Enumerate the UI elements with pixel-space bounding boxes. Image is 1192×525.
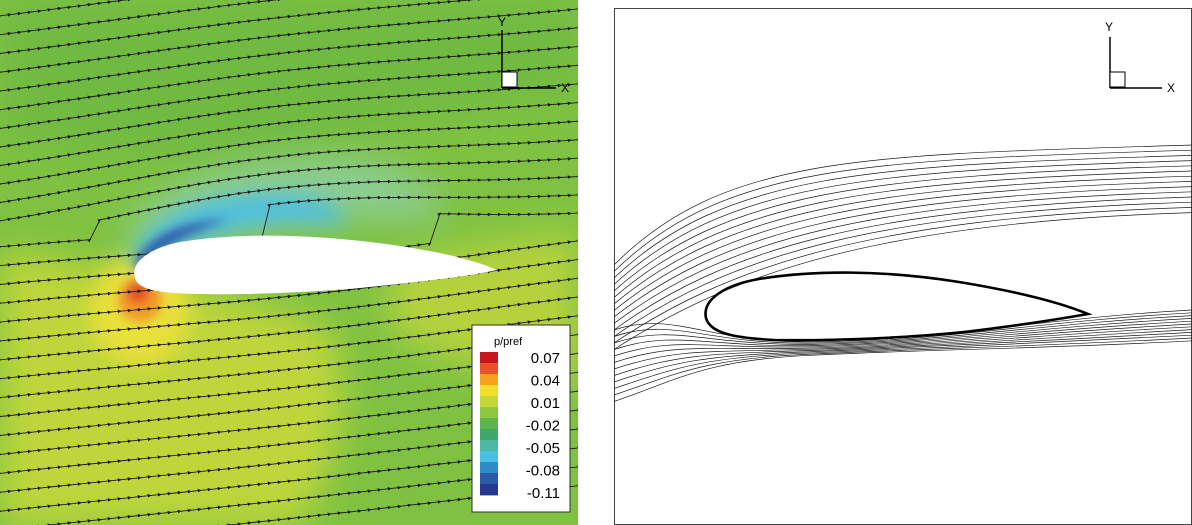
airfoil-outline <box>704 271 1093 342</box>
legend-swatch <box>480 429 498 441</box>
legend-swatch <box>480 440 498 452</box>
pressure-contour-plot: Y X p/pref 0.07 0.04 0.01 -0.02 -0.05 -0.08 -0… <box>0 0 578 525</box>
streamline-plot: Y X <box>614 0 1192 525</box>
streamline <box>614 175 1192 305</box>
plot-frame <box>614 8 1192 525</box>
legend-label: -0.11 <box>527 485 560 502</box>
streamline <box>614 337 1192 396</box>
streamline <box>614 212 1192 350</box>
streamline <box>614 207 1192 344</box>
streamline <box>614 329 1192 376</box>
legend-title: p/pref <box>494 336 523 348</box>
color-legend: p/pref 0.07 0.04 0.01 -0.02 -0.05 -0.08 -0.11 <box>471 324 571 513</box>
legend-swatch <box>480 396 498 408</box>
streamline <box>614 144 1192 266</box>
streamline <box>614 312 1192 344</box>
streamline <box>614 326 1192 370</box>
legend-labels: 0.07 0.04 0.01 -0.02 -0.05 -0.08 -0.11 <box>526 350 560 502</box>
streamline <box>614 332 1192 383</box>
legend-swatch <box>480 407 498 419</box>
legend-label: -0.05 <box>526 440 560 457</box>
legend-swatch <box>480 418 498 430</box>
legend-swatch <box>480 385 498 397</box>
streamline <box>614 201 1192 337</box>
axis-triad: Y X <box>498 15 569 95</box>
streamline <box>614 334 1192 389</box>
streamline <box>614 340 1192 402</box>
legend-swatch <box>480 374 498 386</box>
x-axis-label: X <box>561 81 569 95</box>
legend-colorbar <box>480 352 498 496</box>
legend-swatch <box>480 473 498 485</box>
legend-label: -0.08 <box>526 463 560 480</box>
streamline <box>614 318 1192 350</box>
streamline <box>614 170 1192 298</box>
streamline <box>614 165 1192 292</box>
legend-label: -0.02 <box>526 418 560 435</box>
x-axis-label: X <box>1167 81 1175 95</box>
streamline <box>614 320 1192 357</box>
legend-swatch <box>480 462 498 474</box>
legend-label: 0.01 <box>531 395 560 412</box>
legend-label: 0.04 <box>531 373 560 390</box>
legend-label: 0.07 <box>531 350 560 367</box>
legend-swatch <box>480 484 498 496</box>
streamline <box>614 181 1192 311</box>
streamline <box>614 191 1192 324</box>
streamline <box>614 315 1192 345</box>
streamline <box>614 155 1192 279</box>
streamline <box>614 149 1192 272</box>
y-axis-label: Y <box>1105 20 1113 34</box>
streamline <box>614 309 1192 343</box>
streamline-canvas: Y X <box>614 8 1192 525</box>
airfoil <box>134 235 497 295</box>
contour-canvas: Y X p/pref 0.07 0.04 0.01 -0.02 -0.05 -0.08 -0… <box>0 0 578 525</box>
y-axis-label: Y <box>498 15 506 29</box>
streamlines <box>614 144 1192 402</box>
streamline <box>614 160 1192 285</box>
streamline <box>614 196 1192 331</box>
legend-swatch <box>480 451 498 463</box>
streamline <box>614 323 1192 363</box>
axis-triad: Y X <box>1105 20 1175 95</box>
legend-swatch <box>480 363 498 375</box>
legend-swatch <box>480 352 498 364</box>
streamline <box>614 186 1192 318</box>
